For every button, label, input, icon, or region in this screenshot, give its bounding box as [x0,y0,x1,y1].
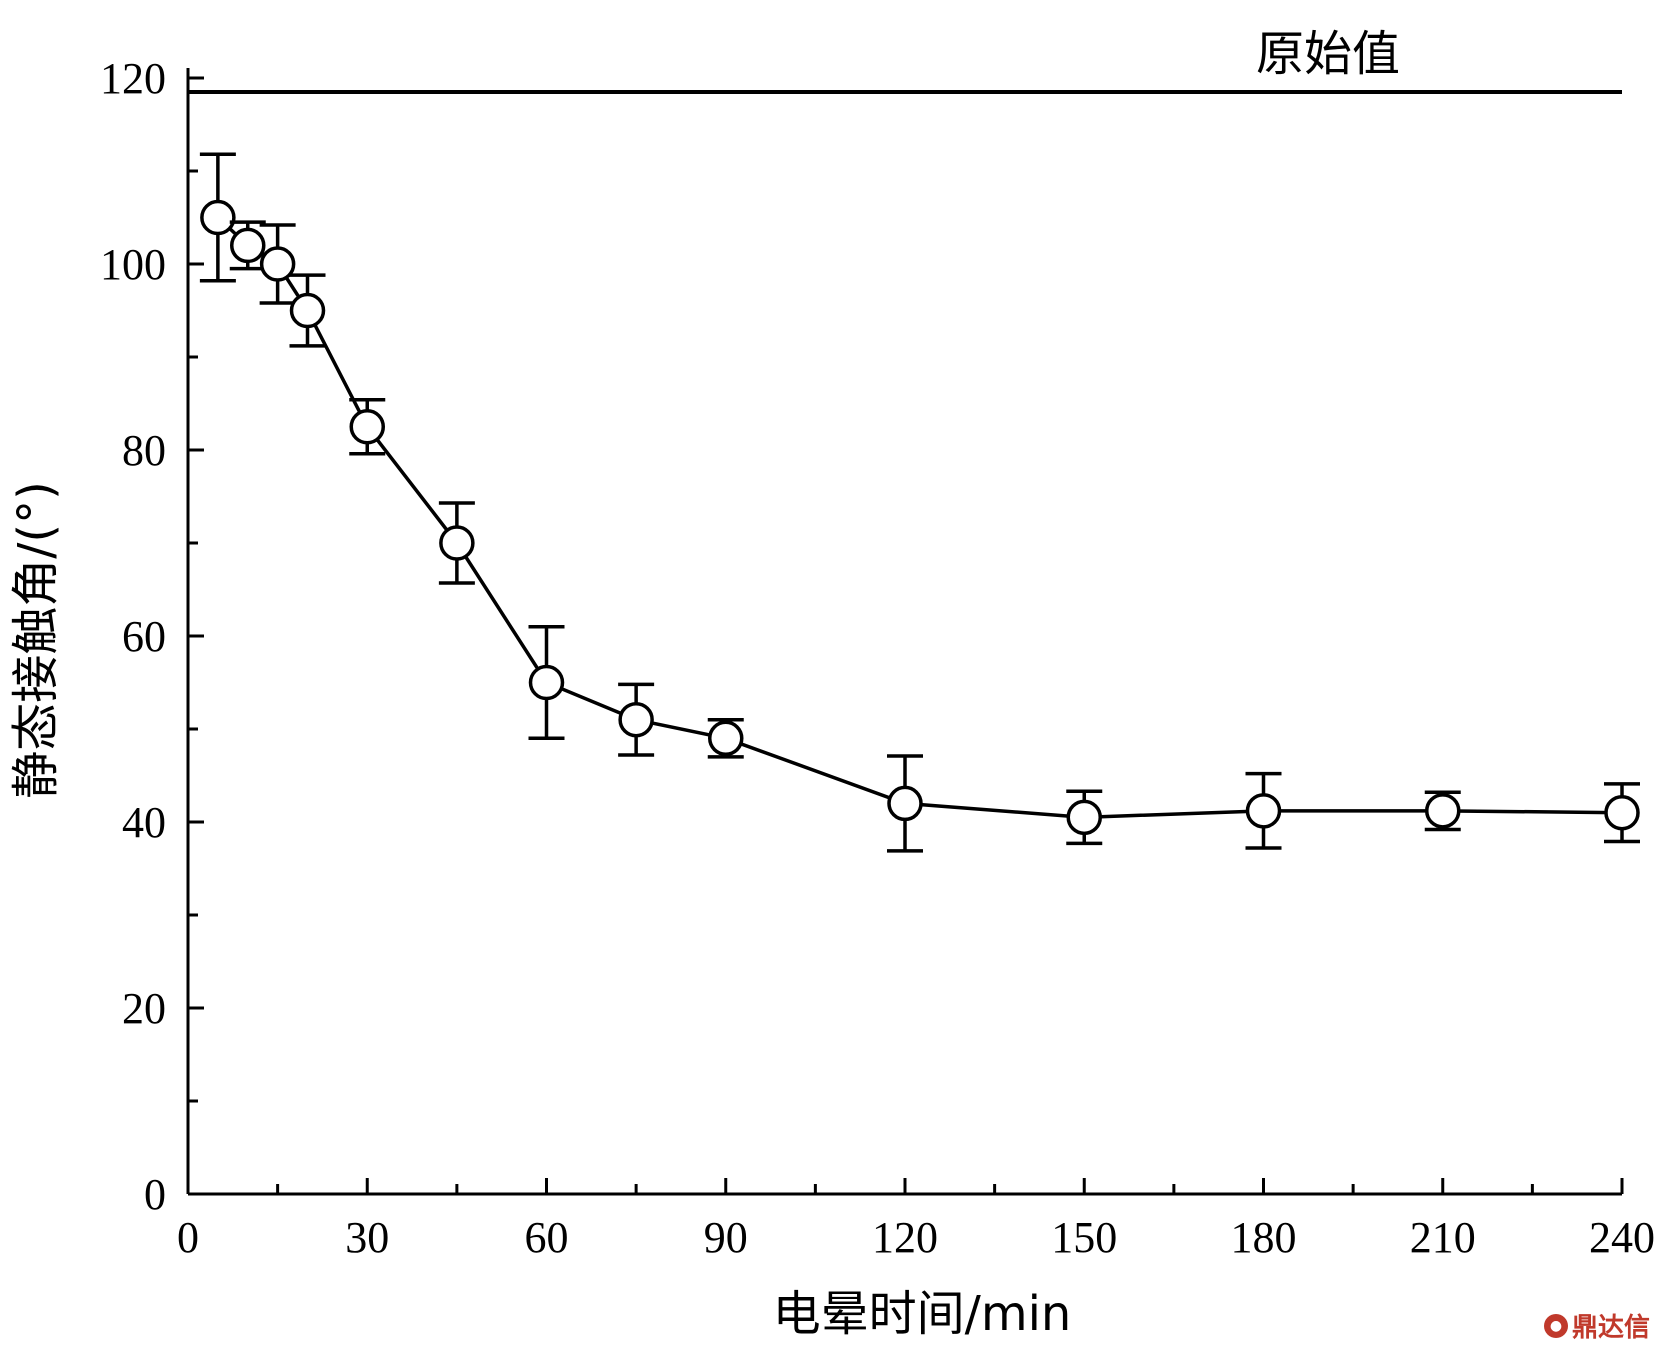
x-axis-title: 电晕时间/min [773,1286,1072,1342]
marker-circle [1066,799,1102,836]
data-point [707,717,744,759]
watermark-text: 鼎达信 [1571,1313,1650,1343]
y-tick-label: 40 [122,798,166,847]
x-tick-label: 60 [525,1213,569,1262]
marker-circle [618,701,654,738]
marker-circle [1425,793,1461,829]
data-point [199,152,236,283]
marker-circle [259,246,296,282]
y-tick-label: 20 [122,984,166,1033]
reference-line-group: 原始值 [188,26,1622,94]
data-point [1245,771,1282,850]
series-group [199,152,1640,853]
marker-circle [439,525,475,561]
series-line [216,216,1623,820]
logo-icon: ● [1543,1313,1568,1338]
y-tick-label: 100 [100,240,166,289]
x-tick-label: 90 [704,1213,748,1262]
data-point [289,273,326,348]
y-tick-label: 120 [100,54,166,103]
marker-circle [230,227,266,264]
marker-circle [349,409,385,445]
data-point [528,624,565,741]
marker-circle [289,292,326,329]
data-point [1424,790,1461,832]
x-tick-label: 150 [1051,1213,1117,1262]
marker-circle [708,720,744,757]
data-point [618,682,655,757]
data-point [1066,789,1103,846]
axes [186,68,1622,1196]
data-point [229,220,266,271]
x-tick-label: 180 [1231,1213,1297,1262]
ticks: 0 30 60 90 120 150 180 210 240 0 20 40 60 80 100 120 [100,54,1655,1262]
marker-circle [200,199,236,236]
data-point [349,398,386,456]
y-axis-title: 静态接触角/(°) [8,481,64,799]
marker-circle [887,785,923,822]
data-point [1604,782,1640,844]
marker-circle [1604,794,1640,831]
watermark: ● 鼎达信 [1543,1307,1650,1344]
y-tick-label: 80 [122,426,166,475]
x-tick-label: 0 [177,1213,199,1262]
x-tick-label: 210 [1410,1213,1476,1262]
data-point [887,754,923,853]
x-tick-label: 30 [345,1213,389,1262]
data-point [438,501,475,585]
reference-label: 原始值 [1256,26,1400,82]
x-tick-label: 240 [1589,1213,1655,1262]
y-tick-label: 60 [122,612,166,661]
marker-circle [528,664,565,701]
data-point [259,223,296,305]
y-tick-label: 0 [144,1170,166,1219]
x-tick-label: 120 [872,1213,938,1262]
marker-circle [1245,793,1282,829]
